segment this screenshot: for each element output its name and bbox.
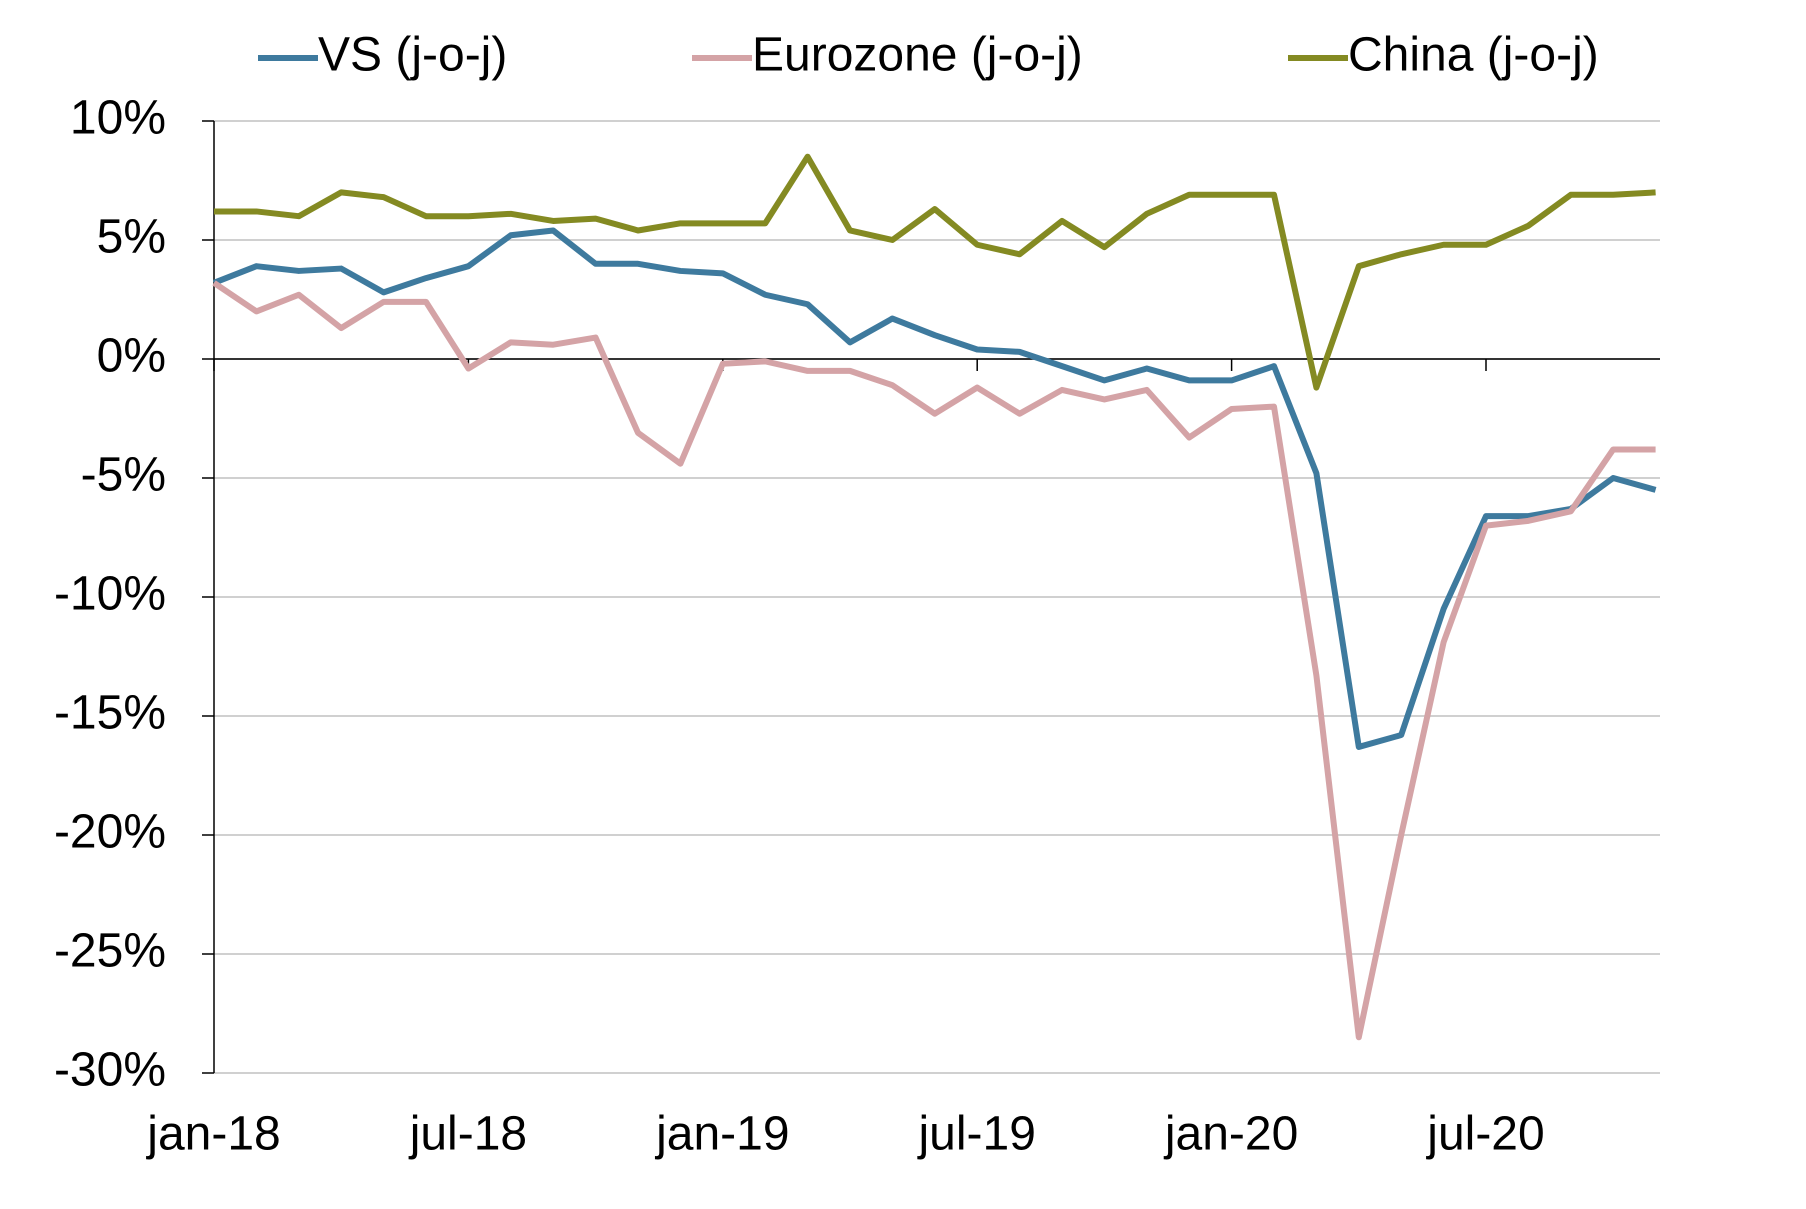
y-tick-label: -15% (54, 687, 166, 740)
x-tick-label: jan-18 (145, 1108, 280, 1161)
x-tick-label: jul-20 (1425, 1108, 1544, 1161)
series-line (212, 227, 1657, 750)
y-tick-label: -10% (54, 568, 166, 621)
x-tick-label: jul-18 (408, 1108, 527, 1161)
y-tick-label: -30% (54, 1044, 166, 1097)
y-tick-label: 10% (70, 92, 166, 145)
x-tick-label: jan-19 (654, 1108, 789, 1161)
legend-label: China (j-o-j) (1348, 29, 1599, 82)
series-line (214, 153, 1656, 391)
series-line (212, 280, 1656, 1041)
x-tick-label: jan-20 (1163, 1108, 1298, 1161)
y-tick-label: -25% (54, 925, 166, 978)
y-tick-label: -5% (81, 449, 166, 502)
x-tick-label: jul-19 (916, 1108, 1035, 1161)
legend-label: Eurozone (j-o-j) (752, 29, 1083, 82)
legend-label: VS (j-o-j) (318, 29, 507, 82)
y-tick-label: -20% (54, 806, 166, 859)
y-tick-label: 0% (97, 330, 166, 383)
y-tick-label: 5% (97, 211, 166, 264)
